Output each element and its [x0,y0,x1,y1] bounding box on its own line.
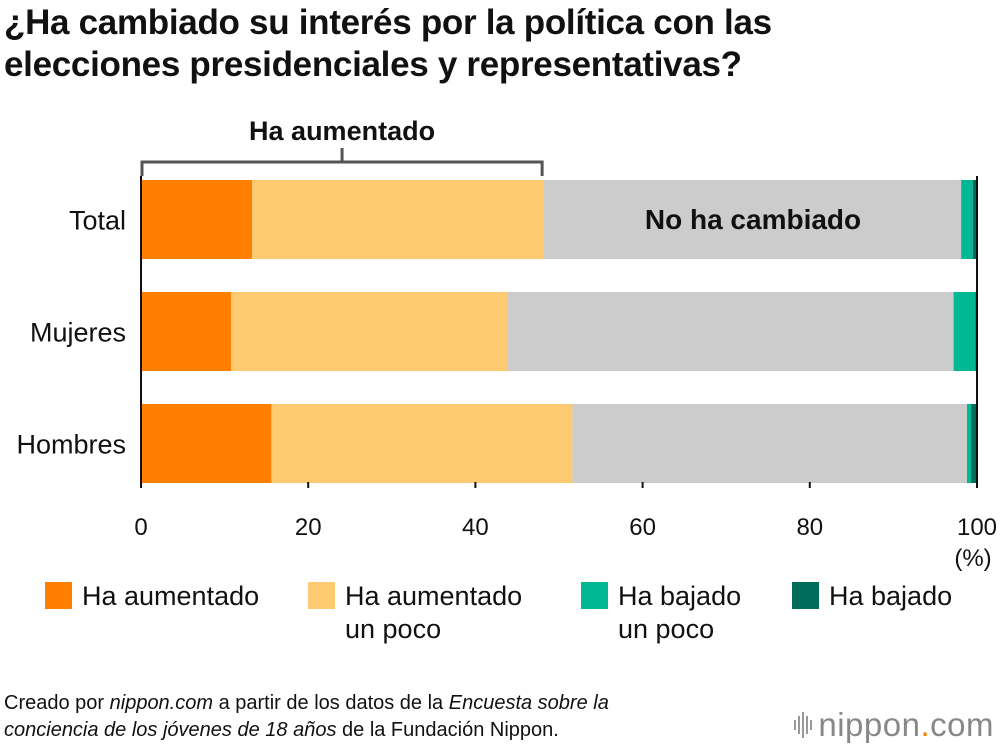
bar-total-ha-bajado-un-poco [961,180,973,259]
bar-chart: Total Mujeres Hombres 0 20 40 60 80 100 (%) Ha aum… [16,116,997,572]
source-site: nippon.com [109,692,214,714]
category-label: Hombres [16,430,126,460]
x-tick-label: 40 [462,514,489,541]
legend-swatch [581,582,608,609]
legend-label: Ha bajado [829,581,953,611]
survey-name-part-1: Encuesta sobre la [448,692,609,714]
nippon-logo: nippon. com [794,706,994,744]
bar-hombres-ha-bajado-un-poco [966,404,972,483]
bar-total-ha-aumentado [141,180,253,259]
bar-total-ha-aumentado-un-poco [252,180,544,259]
category-label: Total [69,206,126,236]
bar-hombres-ha-bajado [971,404,977,483]
survey-name-part-2: conciencia de los jóvenes de 18 años [4,719,337,741]
legend-label-line-2: un poco [618,614,715,644]
bar-hombres-ha-aumentado [141,404,272,483]
legend: Ha aumentado Ha aumentado un poco Ha baj… [0,580,1000,650]
legend-swatch [308,582,335,609]
legend-label: Ha bajado [618,581,742,611]
bar-hombres-no-ha-cambiado [572,404,967,483]
bar-mujeres-ha-aumentado [141,292,232,371]
title-line-1: ¿Ha cambiado su interés por la política … [4,3,772,42]
x-tick-label: 100 [957,514,997,541]
category-label: Mujeres [30,318,126,348]
legend-label: Ha aumentado [345,581,523,611]
legend-item-ha-aumentado: Ha aumentado [45,580,259,613]
x-tick-label: 20 [295,514,322,541]
logo-bars-icon [794,712,813,738]
bar-total-no-ha-cambiado [543,180,962,259]
inline-label-no-ha-cambiado: No ha cambiado [645,204,861,235]
legend-label-line-2: un poco [345,614,442,644]
bar-total-ha-bajado [972,180,977,259]
x-unit-label: (%) [954,545,991,572]
x-tick-label: 0 [134,514,147,541]
bar-hombres-ha-aumentado-un-poco [271,404,573,483]
bar-mujeres-ha-bajado-un-poco [953,292,976,371]
legend-item-ha-bajado: Ha bajado [792,580,952,613]
bar-mujeres-ha-aumentado-un-poco [231,292,509,371]
source-note: Creado por nippon.com a partir de los da… [4,692,609,741]
x-tick-label: 60 [629,514,656,541]
legend-swatch [45,582,72,609]
title-line-2: elecciones presidenciales y representati… [4,45,742,84]
bar-mujeres-no-ha-cambiado [508,292,954,371]
bracket-ha-aumentado [140,160,544,176]
legend-label: Ha aumentado [82,581,260,611]
legend-item-ha-aumentado-un-poco: Ha aumentado un poco [308,580,522,646]
legend-item-ha-bajado-un-poco: Ha bajado un poco [581,580,741,646]
x-tick-label: 80 [796,514,823,541]
legend-swatch [792,582,819,609]
bracket-label: Ha aumentado [249,116,435,146]
chart-title: ¿Ha cambiado su interés por la política … [4,2,994,86]
